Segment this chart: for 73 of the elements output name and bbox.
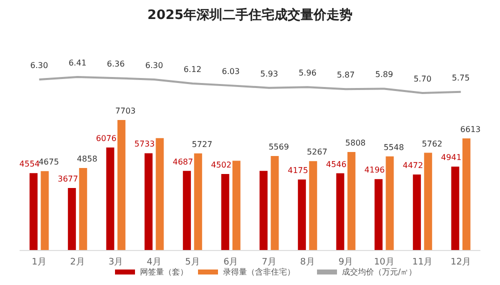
data-label: 5.96 [298, 68, 316, 78]
bar [347, 152, 356, 250]
bar [386, 156, 394, 250]
data-label: 4858 [76, 154, 98, 164]
bar [221, 174, 230, 250]
data-label: 5.75 [452, 73, 470, 82]
bar [194, 153, 202, 250]
x-tick-label: 11月 [412, 258, 433, 268]
x-tick-label: 8月 [300, 258, 315, 268]
data-label: 6.41 [68, 58, 86, 68]
data-label: 6.03 [222, 67, 240, 76]
x-tick-label: 9月 [338, 258, 354, 268]
data-label: 4196 [364, 166, 385, 175]
data-label: 5.70 [414, 74, 432, 84]
bar [106, 147, 114, 250]
legend-label: 成交均价（万元/㎡） [342, 268, 417, 276]
data-label: 5.89 [375, 70, 394, 80]
bar [232, 160, 240, 250]
data-label: 5569 [268, 142, 289, 152]
bar [79, 168, 88, 250]
x-tick-label: 10月 [374, 258, 394, 268]
bar [144, 153, 153, 250]
data-label: 4687 [172, 157, 194, 166]
chart-title: 2025年深圳二手住宅成交量价走势 [147, 7, 353, 23]
bar [270, 156, 279, 250]
data-label: 4546 [326, 160, 346, 169]
data-label: 5.87 [336, 70, 355, 80]
data-label: 3677 [58, 174, 78, 184]
legend-label: 录得量（含非住宅） [223, 268, 295, 276]
x-tick-label: 5月 [185, 258, 200, 268]
data-label: 5727 [192, 140, 212, 149]
data-label: 4554 [19, 160, 40, 169]
data-label: 5762 [422, 139, 442, 148]
bar [336, 173, 344, 250]
data-label: 5267 [306, 148, 328, 157]
data-label: 5.93 [260, 69, 278, 78]
bar [260, 170, 268, 250]
data-label: 4502 [211, 160, 232, 170]
x-tick-label: 6月 [223, 258, 238, 268]
data-label: 6.30 [30, 60, 48, 70]
data-label: 5733 [134, 140, 155, 149]
data-label: 5548 [384, 142, 404, 152]
x-tick-label: 3月 [108, 258, 124, 268]
data-label: 4941 [441, 153, 462, 162]
bar [424, 152, 432, 250]
data-label: 4175 [288, 166, 308, 176]
bar [462, 138, 470, 250]
bar [298, 180, 306, 250]
bar [156, 138, 164, 250]
data-label: 4675 [38, 158, 59, 167]
data-label: 6.12 [184, 65, 202, 74]
data-label: 6613 [460, 124, 481, 134]
bar [117, 120, 126, 250]
bar [68, 188, 76, 250]
bar [182, 170, 191, 250]
bar [374, 179, 383, 250]
bar [40, 171, 49, 250]
bar [30, 173, 38, 250]
x-tick-label: 7月 [262, 258, 277, 268]
bar [309, 161, 318, 250]
data-label: 4472 [402, 161, 424, 170]
data-label: 7703 [115, 106, 136, 116]
x-tick-label: 4月 [146, 258, 162, 268]
data-label: 6.30 [145, 60, 164, 70]
x-tick-label: 2月 [70, 258, 85, 268]
x-tick-label: 12月 [450, 258, 472, 268]
data-label: 5808 [345, 138, 366, 148]
legend-label: 网签量（套） [140, 268, 188, 276]
bar [412, 174, 421, 250]
data-label: 6.36 [106, 60, 125, 69]
data-label: 6076 [96, 134, 116, 143]
x-tick-label: 1月 [32, 258, 47, 268]
bar [451, 166, 460, 250]
